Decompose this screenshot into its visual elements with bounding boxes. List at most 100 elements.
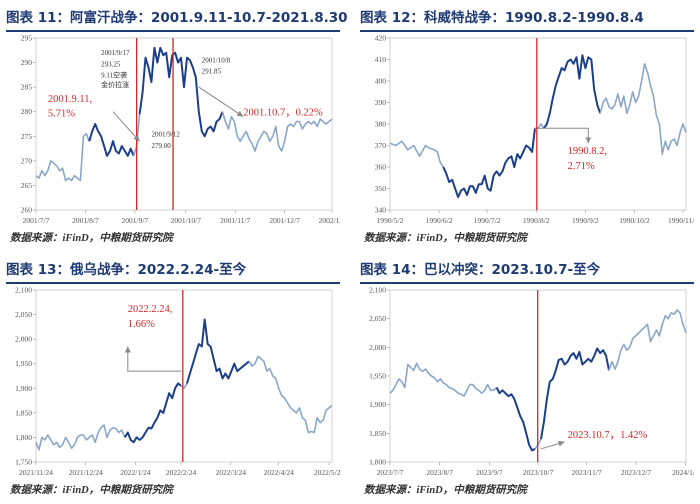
series-line-dark — [540, 347, 610, 440]
x-tick-label: 2001/10/7 — [171, 216, 202, 225]
annotation-arrow — [198, 86, 244, 118]
annotation-label: 2023.10.7，1.42% — [568, 430, 648, 441]
y-tick-label: 265 — [21, 181, 33, 190]
y-tick-label: 410 — [375, 55, 387, 64]
chart-c11: 260 265 270 275 280 285 290 295 2001/7/7 2001/8/7… — [21, 34, 340, 225]
series-line-dark — [442, 128, 536, 199]
y-tick-label: 420 — [375, 34, 387, 43]
x-tick-label: 1990/5/2 — [377, 216, 404, 225]
y-tick-label: 350 — [375, 184, 387, 193]
x-tick-label: 2021/12/24 — [69, 468, 103, 477]
chart-title: 图表 14：巴以冲突：2023.10.7-至今 — [360, 258, 694, 284]
x-tick-label: 1990/8/2 — [523, 216, 550, 225]
x-tick-label: 2001/7/7 — [23, 216, 50, 225]
plot-frame — [35, 289, 333, 463]
series-line-dark — [186, 318, 250, 384]
series-line-light — [35, 133, 91, 182]
series-line-light — [389, 140, 444, 168]
note-label: 金价拉涨 — [101, 80, 129, 89]
annotation-arrow — [124, 346, 181, 372]
y-tick-label: 2,000 — [369, 343, 386, 352]
source-note: 数据来源：iFinD，中粮期货研究院 — [10, 233, 173, 244]
x-tick-label: 2023/11/7 — [571, 468, 601, 477]
y-tick-label: 260 — [21, 206, 33, 215]
y-tick-label: 1,900 — [369, 400, 386, 409]
annotation-arrow — [540, 440, 565, 450]
y-tick-label: 390 — [375, 98, 387, 107]
y-tick-label: 1,950 — [369, 372, 386, 381]
series-line-light — [608, 309, 687, 371]
y-tick-label: 290 — [21, 58, 33, 67]
note-label: 2001/10/8 — [202, 57, 231, 65]
annotation-label: 2022.2.24, — [128, 304, 173, 315]
x-tick-label: 2023/7/7 — [377, 468, 404, 477]
annotation-label: 1.66% — [128, 319, 155, 330]
x-tick-label: 1990/10/2 — [619, 216, 650, 225]
x-tick-label: 2021/11/24 — [19, 468, 53, 477]
y-tick-label: 1,850 — [15, 408, 32, 417]
x-tick-label: 2023/10/7 — [523, 468, 554, 477]
series-line-dark — [543, 54, 602, 129]
chart-title: 图表 12：科威特战争：1990.8.2-1990.8.4 — [360, 6, 694, 32]
note-label: 279.00 — [151, 142, 171, 150]
x-tick-label: 1990/9/2 — [572, 216, 599, 225]
y-tick-label: 380 — [375, 120, 387, 129]
x-tick-label: 2002/1/7 — [319, 216, 340, 225]
chart-c13: 1,750 1,800 1,850 1,900 1,950 2,000 2,050 2,100… — [15, 286, 340, 477]
series-line-light — [35, 424, 126, 451]
chart-c14: 1,800 1,850 1,900 1,950 2,000 2,050 2,100 2023/… — [369, 286, 694, 477]
chart-panel-14: 图表 14：巴以冲突：2023.10.7-至今 1,800 1,850 1,900 1… — [360, 258, 694, 504]
source-note: 数据来源：iFinD，中粮期货研究院 — [10, 485, 173, 496]
x-tick-label: 2001/8/7 — [72, 216, 99, 225]
y-tick-label: 1,900 — [15, 384, 32, 393]
series-line-light — [180, 382, 188, 390]
y-tick-label: 295 — [21, 34, 33, 43]
series-line-light — [221, 111, 333, 152]
plot-frame — [35, 37, 333, 211]
source-note: 数据来源：iFinD，中粮期货研究院 — [364, 485, 527, 496]
x-tick-label: 1990/7/2 — [474, 216, 501, 225]
chart-title: 图表 13：俄乌战争：2022.2.24-至今 — [6, 258, 340, 284]
note-label: 2001/9/12 — [151, 130, 180, 138]
x-tick-label: 1990/6/2 — [426, 216, 453, 225]
y-tick-label: 2,100 — [15, 286, 32, 295]
chart-panel-13: 图表 13：俄乌战争：2022.2.24-至今 1,750 1,800 1,850 1… — [6, 258, 340, 504]
annotation-arrow — [112, 111, 140, 142]
x-tick-label: 2022/1/24 — [120, 468, 151, 477]
x-tick-label: 2022/5/24 — [314, 468, 340, 477]
y-tick-label: 400 — [375, 77, 387, 86]
x-tick-label: 2022/2/24 — [166, 468, 197, 477]
annotation-arrow — [538, 127, 592, 144]
note-label: 291.85 — [202, 67, 222, 75]
y-tick-label: 370 — [375, 141, 387, 150]
plot-frame — [389, 37, 687, 211]
annotation-label: 2.71% — [568, 161, 595, 172]
y-tick-label: 1,750 — [15, 458, 32, 467]
source-note: 数据来源：iFinD，中粮期货研究院 — [364, 233, 527, 244]
y-tick-label: 2,050 — [369, 314, 386, 323]
annotation-label: 2001.10.7，0.22% — [243, 108, 323, 119]
series-line-light — [389, 362, 498, 397]
y-tick-label: 340 — [375, 206, 387, 215]
series-line-light — [599, 63, 687, 155]
y-tick-label: 285 — [21, 83, 33, 92]
y-tick-label: 1,950 — [15, 359, 32, 368]
series-line-dark — [495, 387, 536, 452]
y-tick-label: 2,100 — [369, 286, 386, 295]
x-tick-label: 2022/4/24 — [264, 468, 295, 477]
y-tick-label: 280 — [21, 107, 33, 116]
chart-title: 图表 11：阿富汗战争：2001.9.11-10.7-2021.8.30 — [6, 6, 348, 32]
x-tick-label: 1990/11/2 — [668, 216, 694, 225]
annotation-label: 2001.9.11, — [48, 94, 92, 105]
x-tick-label: 2022/3/24 — [216, 468, 247, 477]
x-tick-label: 2023/8/7 — [426, 468, 453, 477]
y-tick-label: 2,000 — [15, 335, 32, 344]
series-line-dark — [138, 46, 224, 138]
y-tick-label: 275 — [21, 132, 33, 141]
y-tick-label: 360 — [375, 163, 387, 172]
series-line-dark — [123, 382, 182, 444]
x-tick-label: 2001/11/7 — [220, 216, 250, 225]
y-tick-label: 1,800 — [15, 433, 32, 442]
x-tick-label: 2023/12/7 — [621, 468, 652, 477]
series-line-dark — [88, 123, 135, 157]
